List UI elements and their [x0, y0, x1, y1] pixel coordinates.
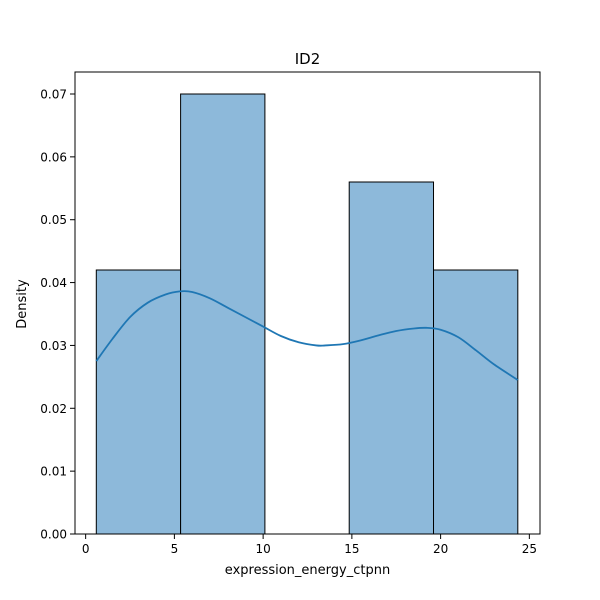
y-tick-label: 0.02	[40, 402, 67, 416]
y-tick-label: 0.06	[40, 150, 67, 164]
chart-title: ID2	[295, 50, 321, 68]
x-tick-label: 10	[255, 542, 270, 556]
x-tick-label: 15	[344, 542, 359, 556]
histogram-bar-1	[95, 269, 182, 535]
y-tick-label: 0.03	[40, 339, 67, 353]
y-tick-label: 0.01	[40, 465, 67, 479]
histogram-bar-2	[180, 93, 266, 535]
plot-frame	[74, 71, 541, 535]
x-tick-label: 0	[82, 542, 90, 556]
histogram-bar-5	[433, 269, 519, 535]
x-tick-label: 25	[522, 542, 537, 556]
y-tick-label: 0.00	[40, 528, 67, 542]
x-tick-label: 20	[433, 542, 448, 556]
y-axis-label: Density	[15, 279, 30, 329]
x-axis: 0 5 10 15 20 25	[82, 534, 537, 556]
x-axis-label: expression_energy_ctpnn	[225, 563, 390, 578]
histogram-bars	[95, 93, 519, 535]
y-axis: 0.00 0.01 0.02 0.03 0.04 0.05 0.06 0.07	[40, 88, 75, 542]
y-tick-label: 0.04	[40, 276, 67, 290]
y-tick-label: 0.07	[40, 88, 67, 102]
kde-curve	[95, 290, 519, 381]
y-tick-label: 0.05	[40, 213, 67, 227]
histogram-bar-4	[348, 181, 435, 535]
x-tick-label: 5	[171, 542, 179, 556]
